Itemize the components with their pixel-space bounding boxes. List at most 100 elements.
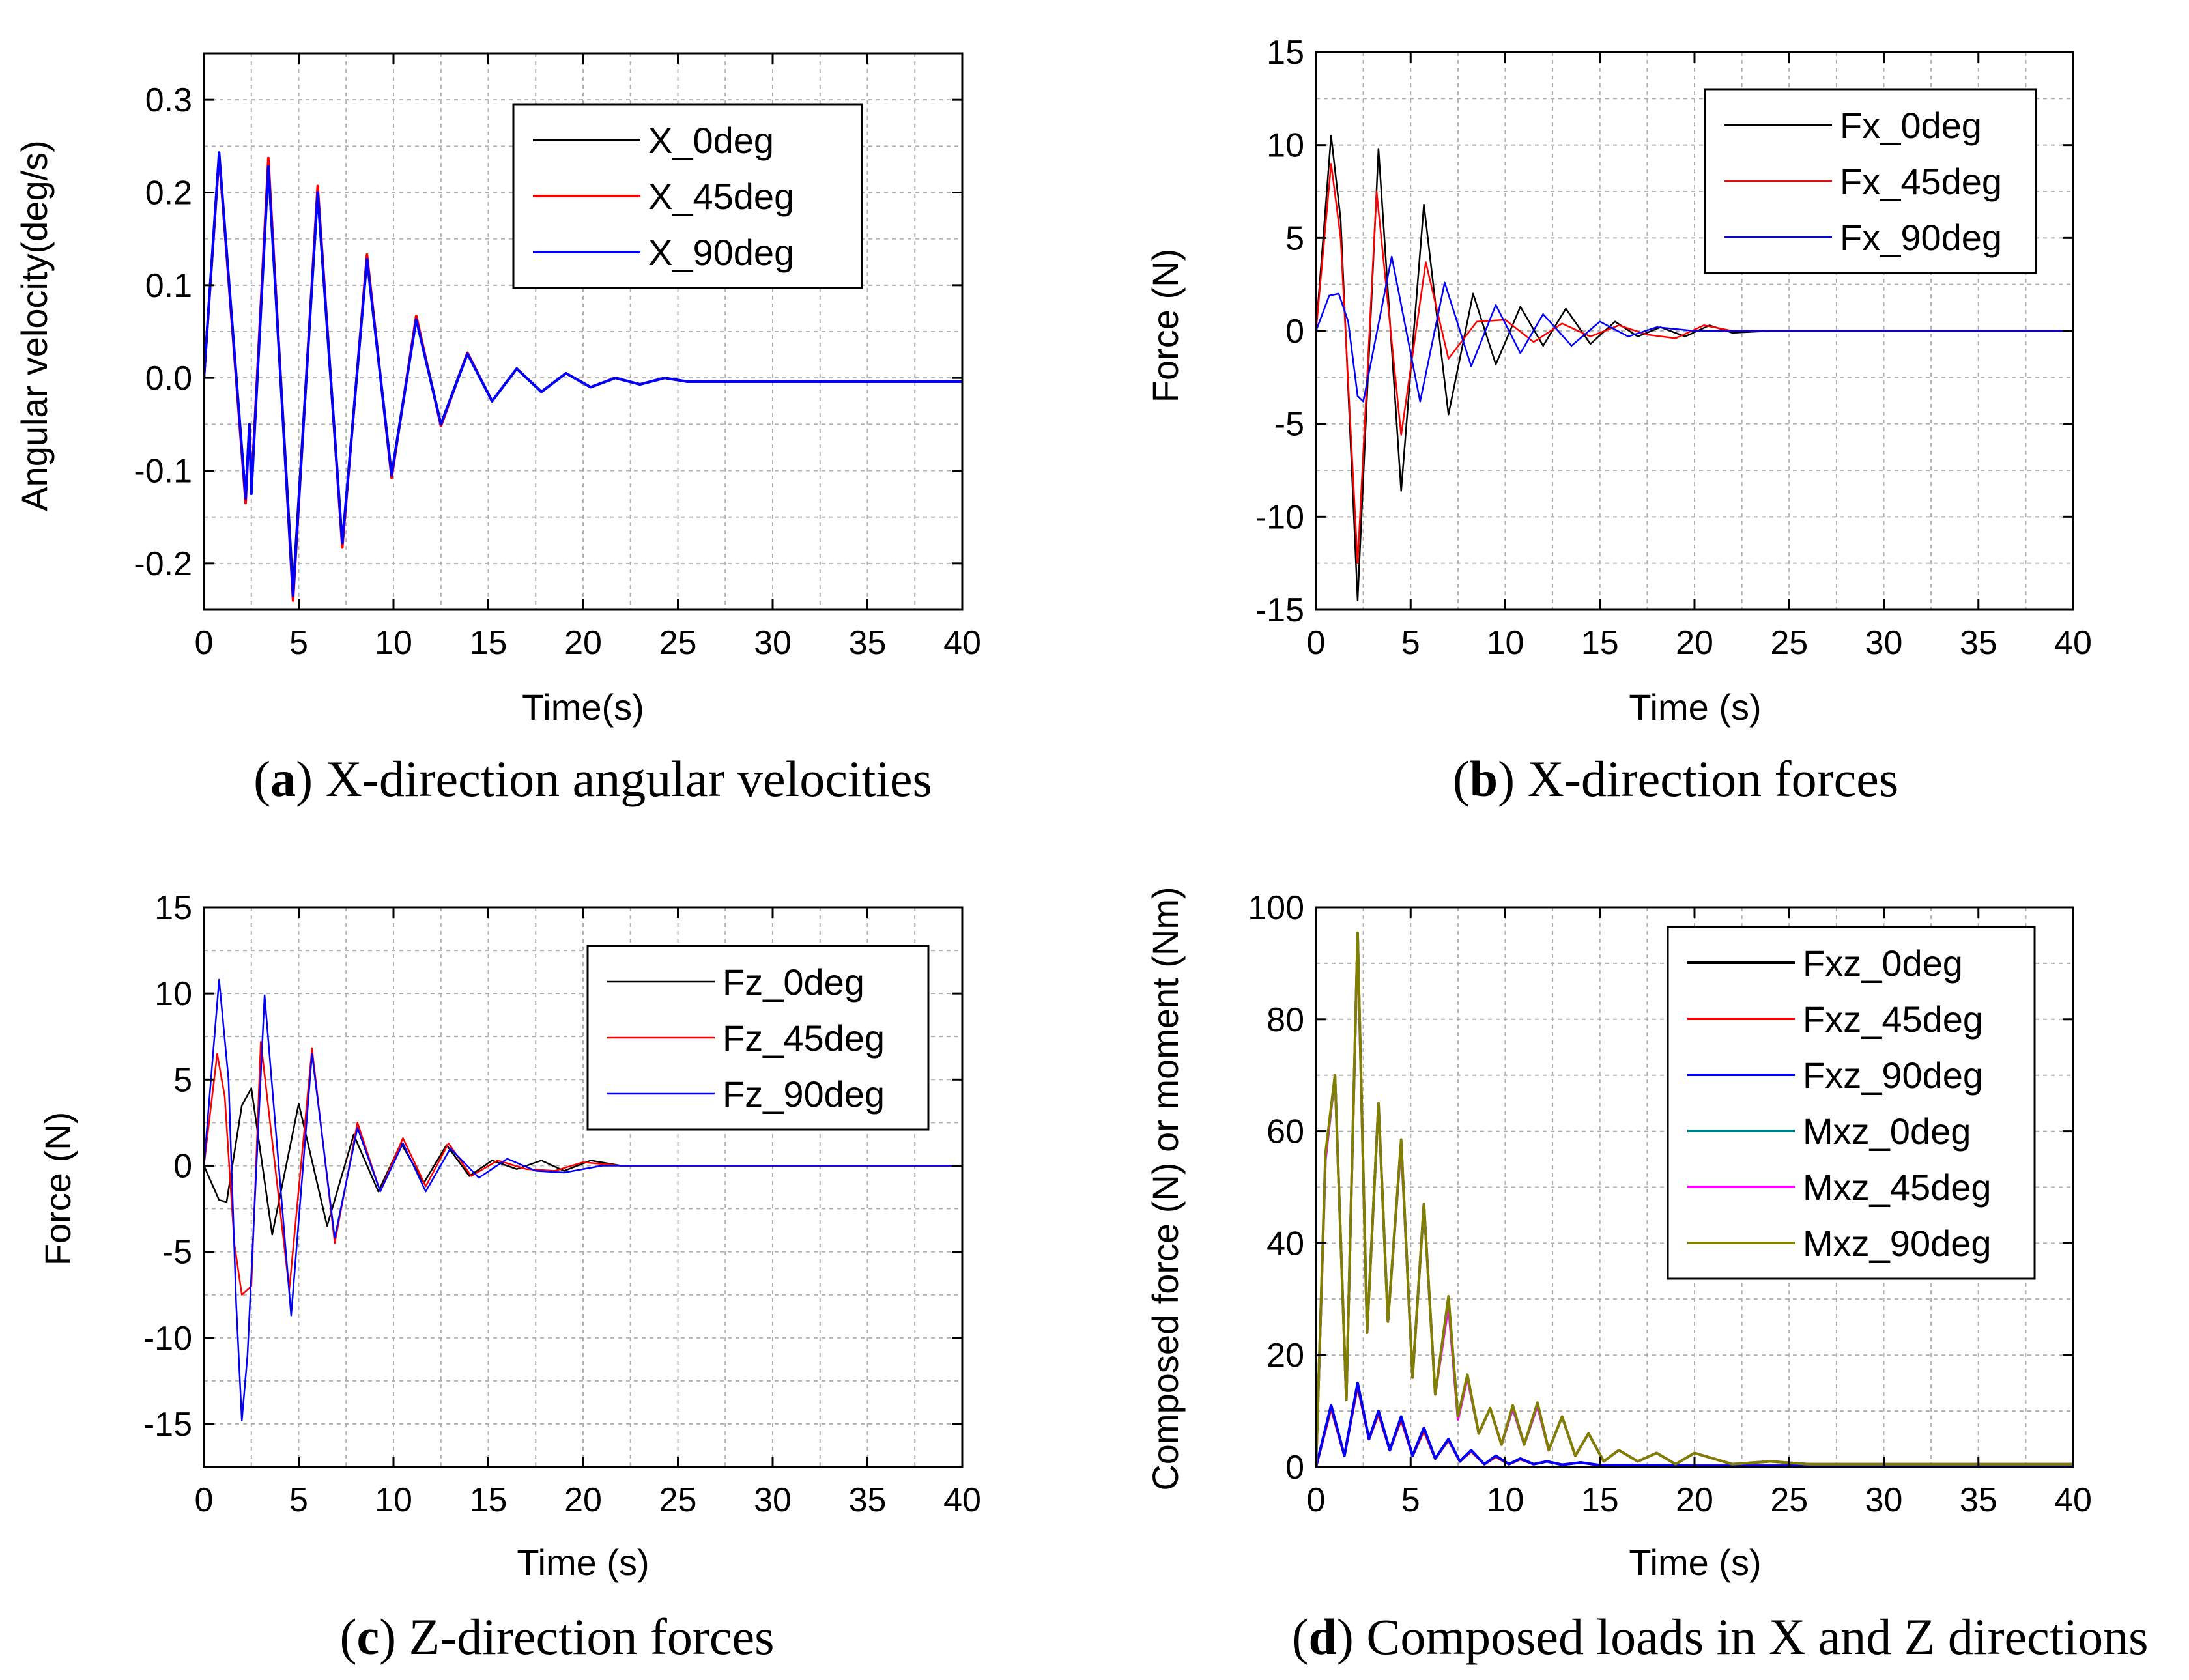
x-tick-label: 25 (659, 624, 697, 662)
x-tick-label: 35 (1960, 1481, 1997, 1519)
x-tick-label: 0 (1307, 624, 1326, 662)
y-tick-label: -10 (143, 1320, 192, 1358)
legend-label-Mxz_0deg: Mxz_0deg (1803, 1111, 1971, 1152)
chart-panel-d: 0 5 10 15 20 25 30 35 40 0 20 40 60 80 100 Time (s) Comp… (1145, 887, 2149, 1665)
y-tick-label: -15 (1255, 591, 1304, 629)
x-tick-label: 5 (289, 624, 308, 662)
y-tick-label: 0.1 (145, 267, 192, 305)
x-tick-label: 15 (470, 624, 508, 662)
legend-label-X_90deg: X_90deg (648, 232, 794, 273)
y-tick-label: -0.1 (134, 453, 192, 491)
x-axis-label: Time(s) (522, 687, 644, 728)
chart-panel-a: 0 5 10 15 20 25 30 35 40 -0.2 -0.1 0.0 0.1 0.2 0.3 Time… (14, 52, 981, 807)
y-tick-label: 0.0 (145, 360, 192, 397)
x-tick-label: 10 (375, 1481, 412, 1519)
x-tick-label: 20 (564, 1481, 602, 1519)
y-tick-label: 80 (1266, 1001, 1304, 1039)
series-group (1316, 135, 2073, 601)
series-line-Fx_90deg (1316, 255, 2073, 403)
x-tick-label: 5 (1401, 1481, 1420, 1519)
y-tick-label: 0 (1285, 1449, 1304, 1487)
y-tick-label: 5 (173, 1061, 192, 1099)
y-tick-label: 0 (1285, 313, 1304, 350)
legend-label-Fxz_0deg: Fxz_0deg (1803, 943, 1963, 984)
legend-label-Fz_0deg: Fz_0deg (723, 961, 865, 1003)
x-tick-label: 30 (754, 1481, 792, 1519)
series-line-Mxz_90deg (1316, 931, 2073, 1467)
x-tick-label: 25 (1770, 624, 1808, 662)
y-axis-label: Angular velocity(deg/s) (14, 140, 55, 511)
y-tick-label: -0.2 (134, 545, 192, 583)
y-axis-label: Force (N) (37, 1112, 78, 1266)
x-tick-label: 20 (564, 624, 602, 662)
legend-label-Fxz_90deg: Fxz_90deg (1803, 1055, 1983, 1096)
legend-label-Mxz_90deg: Mxz_90deg (1803, 1223, 1992, 1264)
x-tick-label: 0 (1307, 1481, 1326, 1519)
legend-label-X_0deg: X_0deg (648, 120, 774, 161)
x-tick-label: 35 (849, 624, 887, 662)
y-axis-label: Composed force (N) or moment (Nm) (1145, 887, 1186, 1490)
legend-label-Fx_90deg: Fx_90deg (1840, 217, 2002, 258)
x-tick-label: 40 (2054, 624, 2092, 662)
series-line-Fxz_90deg (1316, 1382, 2073, 1467)
x-tick-label: 20 (1676, 624, 1713, 662)
y-tick-label: 60 (1266, 1113, 1304, 1151)
series-line-Fz_90deg (204, 978, 962, 1421)
series-group (204, 151, 962, 602)
x-tick-label: 40 (943, 1481, 981, 1519)
legend-label-Fz_90deg: Fz_90deg (723, 1074, 885, 1115)
panel-caption: (b) X-direction forces (1453, 750, 1898, 807)
x-tick-label: 30 (1865, 624, 1903, 662)
y-tick-label: 5 (1285, 220, 1304, 257)
y-tick-label: 15 (1266, 34, 1304, 72)
panel-caption: (d) Composed loads in X and Z directions (1291, 1608, 2148, 1665)
series-line-Fz_45deg (204, 1040, 962, 1296)
x-tick-label: 40 (943, 624, 981, 662)
y-tick-label: 10 (154, 975, 192, 1013)
x-tick-label: 15 (470, 1481, 508, 1519)
x-tick-label: 30 (754, 624, 792, 662)
x-tick-label: 25 (659, 1481, 697, 1519)
panel-caption: (a) X-direction angular velocities (253, 750, 932, 807)
y-tick-label: 40 (1266, 1225, 1304, 1262)
y-tick-label: -15 (143, 1406, 192, 1444)
x-tick-label: 5 (289, 1481, 308, 1519)
x-tick-label: 5 (1401, 624, 1420, 662)
series-group (1316, 931, 2073, 1467)
y-tick-label: 10 (1266, 127, 1304, 165)
panel-caption: (c) Z-direction forces (340, 1608, 775, 1665)
y-tick-label: 15 (154, 889, 192, 927)
series-line-Fx_45deg (1316, 162, 2073, 564)
legend-label-Fz_45deg: Fz_45deg (723, 1018, 885, 1059)
x-tick-label: 25 (1770, 1481, 1808, 1519)
x-axis-label: Time (s) (517, 1542, 649, 1583)
legend-label-Mxz_45deg: Mxz_45deg (1803, 1167, 1992, 1208)
y-tick-label: -10 (1255, 498, 1304, 536)
x-tick-label: 15 (1581, 624, 1619, 662)
x-tick-label: 35 (1960, 624, 1997, 662)
x-axis-label: Time (s) (1629, 687, 1761, 728)
y-tick-label: 0 (173, 1147, 192, 1185)
legend-label-Fx_45deg: Fx_45deg (1840, 161, 2002, 202)
y-tick-label: -5 (162, 1234, 192, 1272)
x-tick-label: 40 (2054, 1481, 2092, 1519)
y-tick-label: 0.2 (145, 175, 192, 212)
chart-panel-b: 0 5 10 15 20 25 30 35 40 -15 -10 -5 0 5 10 15 Time (s) Fo… (1145, 34, 2092, 807)
legend-label-Fx_0deg: Fx_0deg (1840, 105, 1982, 146)
x-tick-label: 35 (849, 1481, 887, 1519)
x-tick-label: 20 (1676, 1481, 1713, 1519)
y-tick-label: 20 (1266, 1337, 1304, 1374)
y-tick-label: 0.3 (145, 81, 192, 119)
series-group (204, 978, 962, 1421)
x-tick-label: 0 (195, 1481, 214, 1519)
x-tick-label: 30 (1865, 1481, 1903, 1519)
y-axis-label: Force (N) (1145, 249, 1186, 403)
legend-label-X_45deg: X_45deg (648, 176, 794, 217)
legend-box (1667, 926, 2036, 1280)
x-tick-label: 10 (1487, 1481, 1524, 1519)
x-axis-label: Time (s) (1629, 1542, 1761, 1583)
y-tick-label: -5 (1274, 406, 1304, 444)
x-tick-label: 15 (1581, 1481, 1619, 1519)
